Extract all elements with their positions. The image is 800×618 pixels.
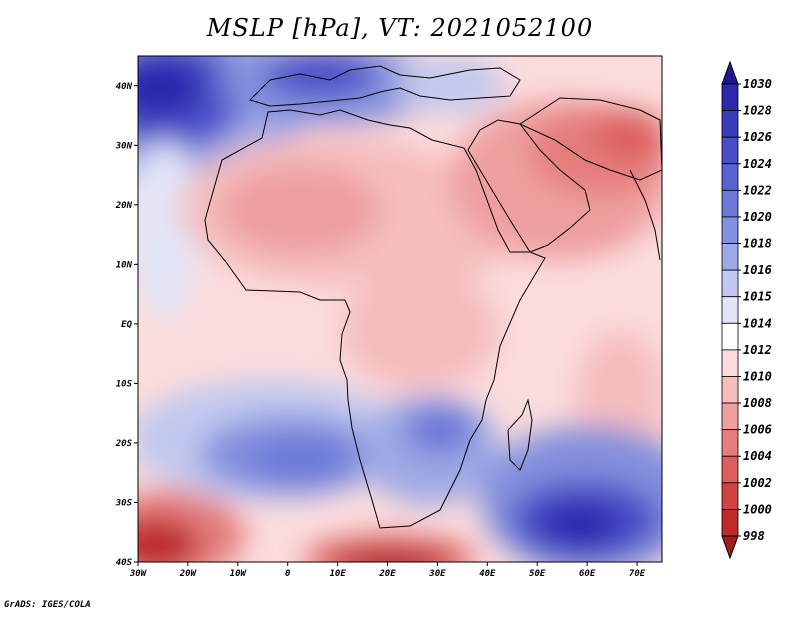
colorbar-swatch <box>721 216 739 244</box>
colorbar-swatch <box>721 269 739 298</box>
colorbar-swatch <box>721 110 739 138</box>
lon-tick-label: 50E <box>529 569 546 579</box>
colorbar-swatch <box>721 163 739 191</box>
colorbar-label: 1010 <box>743 369 772 383</box>
lat-tick-label: EQ <box>121 320 132 330</box>
plot-frame <box>137 55 663 563</box>
lon-tick-label: 40E <box>479 569 496 579</box>
colorbar-label: 1015 <box>743 290 772 304</box>
colorbar-swatch <box>721 243 739 271</box>
colorbar-label: 1016 <box>743 263 772 277</box>
colorbar-swatch <box>721 509 739 537</box>
lat-tick-label: 20N <box>115 201 133 211</box>
colorbar-swatch <box>721 402 739 431</box>
lon-tick-label: 60E <box>579 569 596 579</box>
longitude-axis: 30W 20W 10W 0 10E 20E 30E 40E 50E 60E 70E <box>129 562 646 579</box>
lon-tick-label: 30E <box>428 569 446 579</box>
colorbar-label: 1026 <box>743 130 772 144</box>
colorbar-label: 1020 <box>743 210 772 224</box>
colorbar-label: 1024 <box>743 157 772 171</box>
lat-tick-label: 10N <box>116 260 133 270</box>
colorbar-bottom-arrow <box>721 535 739 560</box>
colorbar-label: 1008 <box>743 396 772 410</box>
colorbar-swatch <box>721 296 739 324</box>
lon-tick-label: 10W <box>230 569 248 579</box>
credit-text: GrADS: IGES/COLA <box>4 600 91 610</box>
colorbar-swatch <box>721 482 739 510</box>
lon-tick-label: 10E <box>329 569 346 579</box>
colorbar-label: 1004 <box>743 449 772 463</box>
colorbar-label: 998 <box>743 529 765 543</box>
colorbar-label: 1018 <box>743 237 772 251</box>
colorbar-label: 1028 <box>743 104 772 118</box>
colorbar-swatch <box>721 136 739 165</box>
colorbar-label: 1030 <box>743 77 772 91</box>
lat-tick-label: 30N <box>115 141 133 151</box>
lon-tick-label: 20E <box>378 569 396 579</box>
map-title: MSLP [hPa], VT: 2021052100 <box>206 14 594 42</box>
colorbar-label: 1006 <box>743 423 772 437</box>
colorbar-swatch <box>721 429 739 457</box>
colorbar-swatch <box>721 189 739 218</box>
colorbar-swatch <box>721 349 739 377</box>
coastlines <box>204 65 662 529</box>
lat-tick-label: 10S <box>116 379 133 389</box>
colorbar-swatch <box>721 322 739 351</box>
latitude-axis: 40N 30N 20N 10N EQ 10S 20S 30S 40S <box>115 82 138 568</box>
colorbar: 1030 1028 1026 1024 1022 1020 1018 1016 1015 1014… <box>721 60 772 560</box>
colorbar-swatch <box>721 376 739 404</box>
lat-tick-label: 20S <box>115 439 133 449</box>
colorbar-label: 1000 <box>743 502 772 516</box>
colorbar-label: 1002 <box>743 476 772 490</box>
colorbar-label: 1014 <box>743 316 772 330</box>
colorbar-top-arrow <box>721 60 739 85</box>
colorbar-label: 1022 <box>743 183 772 197</box>
lat-tick-label: 40N <box>116 82 133 92</box>
lon-tick-label: 0 <box>285 569 291 579</box>
lon-tick-label: 30W <box>129 569 148 579</box>
colorbar-label: 1012 <box>743 343 772 357</box>
colorbar-swatch <box>721 455 739 484</box>
lon-tick-label: 70E <box>629 569 646 579</box>
colorbar-swatch <box>721 83 739 111</box>
lon-tick-label: 20W <box>179 569 198 579</box>
pressure-field <box>138 56 662 562</box>
lat-tick-label: 40S <box>116 558 133 568</box>
lat-tick-label: 30S <box>115 498 133 508</box>
